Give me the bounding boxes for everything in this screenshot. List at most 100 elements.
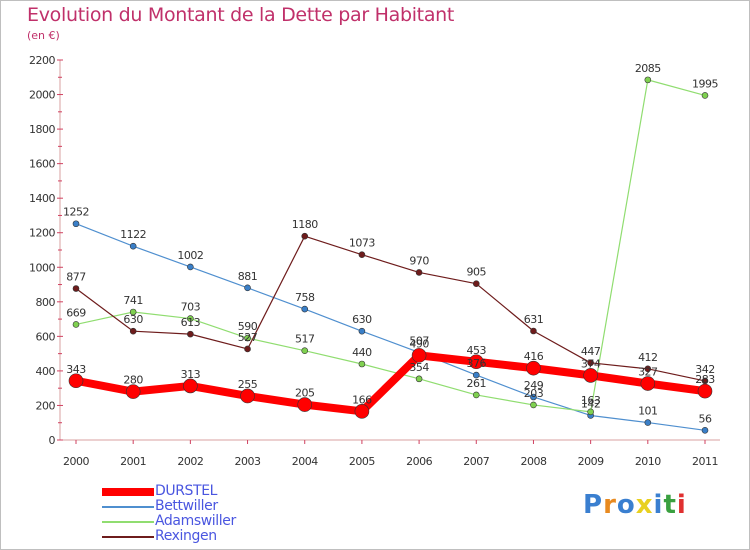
chart-title: Evolution du Montant de la Dette par Hab… [27, 4, 455, 26]
y-tick-label: 400 [36, 365, 56, 378]
data-point-rexingen [187, 330, 194, 338]
data-label-durstel: 313 [181, 368, 201, 381]
data-point-durstel [183, 378, 198, 394]
series-line-adamswiller [75, 79, 706, 413]
data-point-durstel [583, 368, 598, 383]
legend-label: Adamswiller [155, 513, 236, 529]
x-tick-label: 2004 [292, 455, 318, 468]
data-point-rexingen [301, 232, 309, 240]
legend-swatch [102, 536, 154, 538]
data-label-rexingen: 412 [638, 351, 658, 364]
data-label-bettwiller: 56 [699, 412, 712, 425]
data-point-durstel [297, 397, 313, 412]
data-label-rexingen: 1073 [349, 237, 375, 250]
data-point-rexingen [472, 280, 480, 287]
data-point-bettwiller [701, 427, 709, 434]
logo-letter: x [635, 490, 654, 520]
legend-item-rexingen: Rexingen [102, 528, 322, 544]
data-point-adamswiller [129, 308, 137, 316]
data-point-bettwiller [301, 305, 309, 313]
data-label-rexingen: 631 [524, 313, 544, 326]
data-point-bettwiller [129, 242, 137, 250]
legend-item-bettwiller: Bettwiller [102, 498, 322, 514]
x-tick-label: 2010 [635, 455, 661, 468]
series-line-bettwiller [75, 223, 706, 431]
data-point-rexingen [415, 269, 423, 276]
data-point-bettwiller [72, 220, 80, 228]
data-label-bettwiller: 507 [409, 334, 429, 347]
y-tick-label: 2000 [29, 89, 55, 102]
data-label-rexingen: 877 [66, 271, 86, 284]
data-point-durstel [68, 373, 84, 389]
data-labels: 1252 1122 1002 881 758 630 507 376 249 142 101 56 66… [63, 62, 719, 425]
legend-label: Rexingen [155, 528, 217, 544]
data-point-bettwiller [472, 371, 480, 379]
data-point-adamswiller [530, 401, 537, 409]
axes: 0 200 400 600 800 1000 1200 1400 1600 1800 2000 220… [29, 54, 720, 468]
legend-swatch [102, 488, 154, 496]
data-point-durstel [697, 383, 713, 399]
data-label-adamswiller: 2085 [635, 62, 661, 75]
data-point-rexingen [530, 327, 537, 335]
legend-swatch [102, 521, 154, 523]
x-tick-label: 2001 [120, 455, 146, 468]
legend: DURSTEL Bettwiller Adamswiller Rexingen [102, 483, 322, 544]
logo-letter: o [616, 490, 636, 520]
data-point-adamswiller [72, 321, 80, 328]
data-label-adamswiller: 517 [295, 333, 315, 346]
data-label-adamswiller: 354 [409, 361, 429, 374]
data-label-adamswiller: 669 [66, 306, 86, 319]
data-label-adamswiller: 590 [238, 320, 258, 333]
data-label-rexingen: 630 [123, 313, 143, 326]
y-tick-label: 2200 [29, 54, 55, 67]
x-tick-label: 2003 [235, 455, 261, 468]
data-label-bettwiller: 101 [638, 405, 658, 418]
data-label-adamswiller: 261 [467, 377, 487, 390]
data-point-durstel [240, 388, 255, 404]
data-point-durstel [354, 404, 370, 419]
data-point-adamswiller [472, 391, 480, 399]
data-label-rexingen: 342 [695, 363, 715, 376]
data-label-bettwiller: 249 [524, 379, 544, 392]
data-label-durstel: 255 [238, 378, 258, 391]
data-label-durstel: 453 [467, 344, 487, 357]
data-label-adamswiller: 703 [181, 301, 201, 314]
data-label-durstel: 416 [524, 350, 544, 363]
data-point-bettwiller [358, 327, 366, 335]
y-tick-label: 0 [49, 434, 56, 447]
data-label-rexingen: 447 [581, 345, 601, 358]
data-point-rexingen [358, 251, 366, 258]
series-line-rexingen [75, 235, 706, 382]
y-tick-label: 800 [36, 296, 56, 309]
x-tick-label: 2011 [692, 455, 718, 468]
series-layer [68, 76, 713, 434]
data-label-durstel: 490 [409, 337, 429, 350]
data-point-bettwiller [530, 393, 537, 401]
data-label-rexingen: 1180 [292, 218, 318, 231]
data-label-bettwiller: 376 [467, 357, 487, 370]
data-label-rexingen: 527 [238, 331, 258, 344]
y-tick-label: 1800 [29, 123, 55, 136]
data-label-bettwiller: 758 [295, 291, 315, 304]
legend-swatch [102, 506, 154, 508]
data-label-bettwiller: 1122 [120, 228, 146, 241]
data-point-rexingen [587, 359, 594, 367]
series-line-durstel [75, 351, 706, 416]
x-tick-label: 2000 [63, 455, 89, 468]
data-point-adamswiller [701, 92, 709, 99]
legend-label: Bettwiller [155, 498, 218, 514]
data-point-bettwiller [187, 263, 194, 271]
y-tick-label: 1000 [29, 261, 55, 274]
data-label-rexingen: 970 [409, 254, 429, 267]
data-point-durstel [640, 376, 656, 391]
data-label-adamswiller: 163 [581, 394, 601, 407]
data-point-durstel [468, 354, 484, 370]
data-point-rexingen [72, 285, 80, 292]
data-label-bettwiller: 881 [238, 270, 258, 283]
data-point-adamswiller [415, 375, 423, 383]
proxiti-logo: Proxiti [583, 490, 687, 520]
y-tick-label: 1400 [29, 192, 55, 205]
x-tick-label: 2002 [177, 455, 203, 468]
x-tick-label: 2007 [463, 455, 489, 468]
